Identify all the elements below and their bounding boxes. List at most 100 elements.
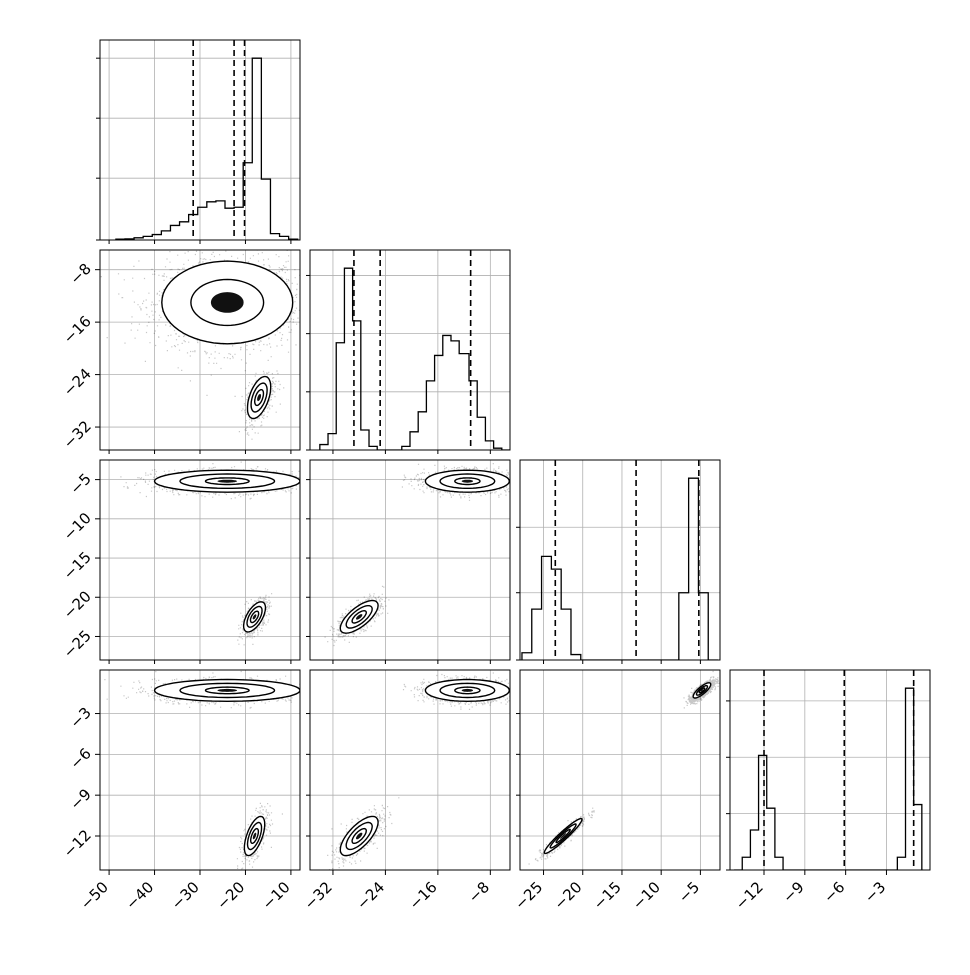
pair-content xyxy=(310,460,510,660)
contour-line xyxy=(439,682,496,699)
x-tick-label: −8 xyxy=(465,878,493,906)
contour-line xyxy=(179,473,276,489)
pair-content xyxy=(100,670,300,870)
y-tick-label: −20 xyxy=(60,587,95,622)
contour-line xyxy=(424,678,510,703)
contour-line xyxy=(345,821,373,851)
x-tick-label: −20 xyxy=(213,878,248,913)
y-tick-label: −24 xyxy=(60,365,95,400)
x-tick-label: −40 xyxy=(122,878,157,913)
y-tick-label: −8 xyxy=(66,260,94,288)
contour-line xyxy=(161,260,294,345)
x-tick-label: −10 xyxy=(259,878,294,913)
contour-line xyxy=(454,686,481,695)
x-tick-label: −25 xyxy=(511,878,546,913)
hist-bars xyxy=(115,57,299,240)
contour-line xyxy=(204,686,250,695)
contour-line xyxy=(351,827,368,844)
density-core xyxy=(461,688,473,692)
contour-line xyxy=(246,375,272,420)
hist-frame xyxy=(519,459,721,661)
x-tick-label: −15 xyxy=(590,878,625,913)
density-core xyxy=(700,689,704,692)
hist-panel-1 xyxy=(306,249,511,451)
pair-content xyxy=(100,460,300,660)
x-tick-label: −10 xyxy=(629,878,664,913)
contour-line xyxy=(424,469,510,493)
contour-line xyxy=(190,278,265,327)
density-core xyxy=(217,479,238,483)
contour-line xyxy=(351,609,368,624)
density-core xyxy=(461,479,473,483)
x-tick-label: −20 xyxy=(550,878,585,913)
contour-line xyxy=(345,605,373,629)
pair-content xyxy=(310,670,510,870)
contour-line xyxy=(242,601,267,633)
hist-bars xyxy=(521,477,719,660)
contour-line xyxy=(246,605,263,628)
contour-line xyxy=(549,823,577,849)
density-core xyxy=(257,394,262,402)
density-core xyxy=(356,832,363,840)
contour-line xyxy=(254,389,265,407)
contour-line xyxy=(243,815,266,857)
pair-panel-2-0 xyxy=(99,459,301,661)
contour-line xyxy=(153,678,300,703)
contour-line xyxy=(153,469,300,493)
contour-line xyxy=(695,684,709,696)
contour-line xyxy=(246,821,263,851)
contour-line xyxy=(555,828,571,844)
y-tick-label: −32 xyxy=(60,417,95,452)
contour-line xyxy=(692,682,712,699)
x-tick-label: −6 xyxy=(820,878,848,906)
x-tick-label: −50 xyxy=(77,878,112,913)
y-tick-label: −3 xyxy=(66,704,94,732)
y-tick-label: −25 xyxy=(60,627,95,662)
density-core xyxy=(252,614,257,620)
hist-frame xyxy=(309,249,511,451)
x-tick-label: −24 xyxy=(353,878,388,913)
pair-panel-3-0 xyxy=(99,669,301,871)
hist-frame xyxy=(729,669,931,871)
contour-line xyxy=(698,687,706,694)
pair-panel-3-1 xyxy=(309,669,511,871)
contour-line xyxy=(339,599,379,634)
pair-panel-3-2 xyxy=(519,669,721,871)
y-tick-label: −16 xyxy=(60,312,95,347)
hist-panel-0 xyxy=(96,39,301,241)
y-tick-label: −6 xyxy=(66,744,94,772)
x-tick-label: −12 xyxy=(732,878,767,913)
contour-line xyxy=(204,477,250,486)
pair-frame xyxy=(519,669,721,871)
hist-bars xyxy=(319,267,510,450)
density-core xyxy=(210,292,244,313)
contour-line xyxy=(250,827,260,844)
y-tick-label: −5 xyxy=(66,470,94,498)
contour-line xyxy=(339,815,379,857)
density-core xyxy=(560,833,567,839)
contour-line xyxy=(543,817,583,855)
contour-line xyxy=(249,610,260,624)
pair-content xyxy=(520,670,720,870)
x-tick-label: −3 xyxy=(861,878,889,906)
x-tick-label: −30 xyxy=(168,878,203,913)
density-core xyxy=(252,832,257,840)
contour-line xyxy=(179,682,276,699)
y-tick-label: −15 xyxy=(60,548,95,583)
contour-line xyxy=(454,477,481,486)
contour-line xyxy=(250,382,268,413)
x-tick-label: −9 xyxy=(779,878,807,906)
hist-bars xyxy=(734,687,923,870)
y-tick-label: −10 xyxy=(60,509,95,544)
x-tick-label: −32 xyxy=(301,878,336,913)
pair-content xyxy=(100,250,300,450)
density-core xyxy=(217,688,238,692)
pair-frame xyxy=(309,669,511,871)
contour-line xyxy=(439,473,496,489)
hist-panel-3 xyxy=(726,669,931,871)
y-tick-label: −12 xyxy=(60,826,95,861)
x-tick-label: −5 xyxy=(675,878,703,906)
pair-panel-1-0 xyxy=(99,249,301,451)
